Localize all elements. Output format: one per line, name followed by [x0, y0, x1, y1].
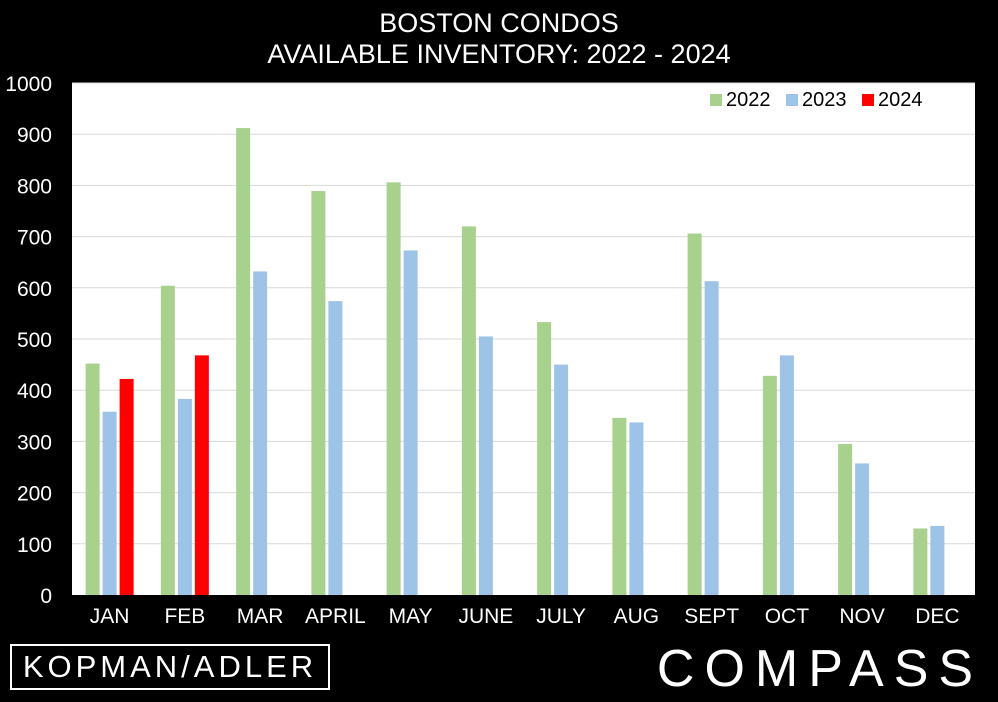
chart-subtitle: AVAILABLE INVENTORY: 2022 - 2024: [267, 39, 731, 69]
y-tick-label: 0: [40, 585, 52, 608]
bar-2023-june: [478, 336, 493, 595]
y-tick-label: 400: [17, 380, 52, 403]
x-tick-label: MAR: [237, 605, 284, 628]
legend-label-2023: 2023: [802, 89, 847, 111]
bar-2022-mar: [236, 128, 251, 595]
x-tick-label: FEB: [164, 605, 205, 628]
x-tick-label: JUNE: [458, 605, 513, 628]
x-tick-label: OCT: [765, 605, 810, 628]
bar-2023-jan: [102, 411, 117, 595]
legend-swatch-2023: [786, 94, 798, 106]
x-tick-label: NOV: [839, 605, 885, 628]
chart-title: BOSTON CONDOS: [379, 8, 619, 38]
y-tick-label: 300: [17, 431, 52, 454]
bar-2022-feb: [160, 285, 175, 595]
y-tick-label: 500: [17, 329, 52, 352]
y-tick-label: 900: [17, 124, 52, 147]
x-tick-label: APRIL: [305, 605, 366, 628]
compass-logo: COMPASS: [657, 640, 983, 698]
bar-2023-oct: [779, 355, 794, 595]
legend-swatch-2022: [710, 94, 722, 106]
y-tick-label: 700: [17, 227, 52, 250]
x-tick-label: JULY: [536, 605, 586, 628]
bar-2024-feb: [194, 355, 209, 595]
bar-2023-sept: [704, 281, 719, 595]
bar-2023-april: [328, 301, 343, 595]
bar-2024-jan: [119, 378, 134, 595]
y-axis-ticks: 0 100 200 300 400 500 600 700 800 900 1000: [5, 73, 52, 608]
bar-2022-june: [461, 226, 476, 596]
bar-2022-april: [311, 191, 326, 596]
bar-2022-july: [537, 322, 552, 595]
bar-2022-nov: [838, 443, 853, 595]
bar-2022-jan: [85, 363, 100, 595]
compass-logo-text: COMPASS: [657, 640, 983, 698]
legend-swatch-2024: [862, 94, 874, 106]
bar-2023-aug: [629, 422, 644, 595]
bar-2022-may: [386, 182, 401, 595]
kopman-adler-logo: KOPMAN/ADLER: [10, 644, 330, 690]
gridlines: [72, 82, 975, 545]
bar-2022-oct: [762, 375, 777, 595]
legend: 2022 2023 2024: [710, 89, 923, 111]
bar-2023-feb: [177, 398, 192, 595]
y-tick-label: 200: [17, 483, 52, 506]
y-tick-label: 1000: [5, 73, 52, 96]
bar-2023-nov: [855, 463, 870, 595]
bar-2023-mar: [253, 271, 268, 595]
chart-title-block: BOSTON CONDOS AVAILABLE INVENTORY: 2022 …: [0, 8, 998, 70]
x-axis-ticks: JAN FEB MAR APRIL MAY JUNE JULY AUG SEPT OCT NOV DE…: [90, 605, 960, 628]
bar-2022-sept: [687, 233, 702, 595]
x-tick-label: AUG: [614, 605, 660, 628]
bar-2023-july: [554, 364, 569, 595]
bar-2023-may: [403, 250, 418, 595]
x-tick-label: DEC: [915, 605, 959, 628]
bar-2023-dec: [930, 525, 945, 595]
bar-2022-aug: [612, 417, 627, 595]
bar-2022-dec: [913, 528, 928, 595]
legend-label-2024: 2024: [878, 89, 923, 111]
legend-label-2022: 2022: [726, 89, 771, 111]
bars-group: [85, 128, 945, 596]
x-tick-label: SEPT: [684, 605, 739, 628]
y-tick-label: 800: [17, 175, 52, 198]
x-tick-label: JAN: [90, 605, 130, 628]
x-tick-label: MAY: [389, 605, 433, 628]
y-tick-label: 600: [17, 278, 52, 301]
y-tick-label: 100: [17, 534, 52, 557]
